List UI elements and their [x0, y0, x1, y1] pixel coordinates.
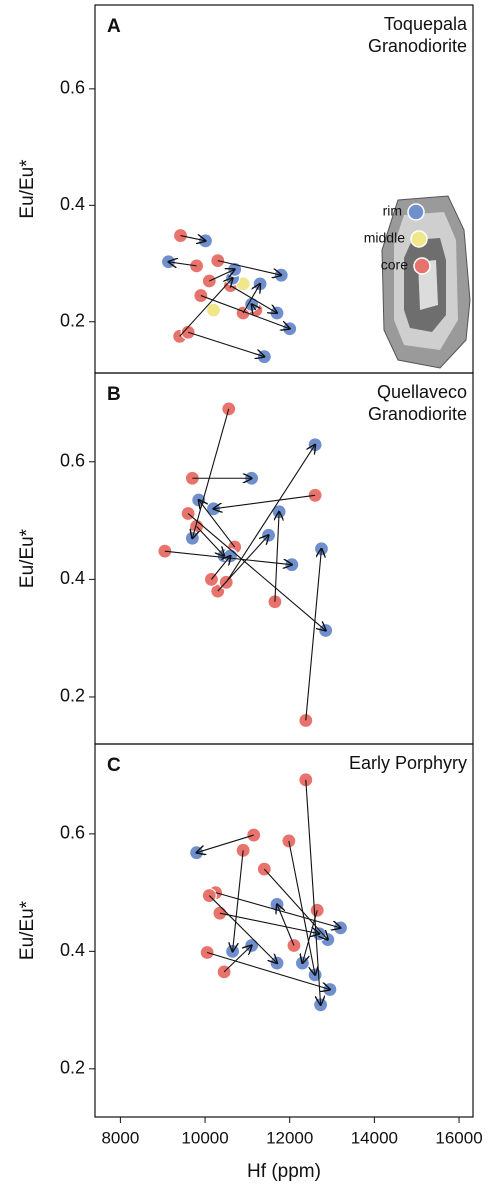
y-tick-label: 0.2	[60, 311, 85, 331]
y-tick-label: 0.6	[60, 823, 85, 843]
arrow	[192, 408, 230, 538]
legend-label: middle	[364, 230, 405, 246]
arrow	[179, 278, 233, 337]
y-axis-label: Eu/Eu*	[17, 900, 38, 960]
arrow	[223, 945, 252, 973]
y-tick-label: 0.6	[60, 78, 85, 98]
panel-label: C	[107, 755, 121, 776]
legend-label: core	[381, 257, 408, 273]
arrow	[199, 500, 236, 548]
legend-swatch	[413, 257, 431, 275]
arrow	[197, 834, 254, 853]
y-tick-label: 0.4	[60, 568, 85, 588]
arrow	[233, 850, 244, 951]
y-tick-label: 0.4	[60, 940, 85, 960]
arrow	[200, 295, 290, 329]
y-tick-label: 0.6	[60, 451, 85, 471]
arrow	[252, 304, 256, 310]
point	[246, 827, 262, 843]
zircon-image	[381, 195, 471, 369]
panel-label: B	[107, 384, 121, 405]
arrow	[196, 526, 225, 555]
arrow	[219, 912, 319, 934]
x-tick-label: 8000	[101, 1128, 139, 1147]
x-axis-label: Hf (ppm)	[247, 1161, 321, 1182]
panel-frame	[94, 743, 474, 1118]
legend-swatch	[407, 203, 425, 221]
arrow	[242, 284, 260, 314]
arrow	[168, 262, 197, 266]
x-tick-label: 10000	[181, 1128, 228, 1147]
legend-label: rim	[383, 203, 402, 219]
arrow	[230, 285, 277, 313]
arrow	[187, 331, 264, 356]
arrow	[277, 904, 295, 946]
arrow	[217, 260, 281, 276]
x-tick-label: 16000	[435, 1128, 482, 1147]
panel-title: Quellaveco Granodiorite	[367, 382, 467, 424]
arrow	[302, 910, 318, 963]
arrow	[288, 840, 315, 975]
panel-frame	[94, 372, 474, 745]
arrow	[275, 512, 279, 602]
arrow	[208, 895, 277, 964]
y-tick-label: 0.2	[60, 1058, 85, 1078]
point	[205, 302, 222, 318]
arrow	[209, 269, 234, 282]
panel-title: Toquepala Granodiorite	[367, 14, 467, 56]
legend-swatch	[410, 230, 428, 248]
panel-label: A	[107, 16, 121, 37]
panel-title: Early Porphyry	[348, 753, 467, 773]
y-tick-label: 0.4	[60, 194, 85, 214]
y-tick-label: 0.2	[60, 686, 85, 706]
arrow	[187, 513, 326, 631]
arrow	[180, 236, 206, 241]
arrow	[207, 952, 330, 990]
y-axis-label: Eu/Eu*	[17, 528, 38, 588]
y-axis-label: Eu/Eu*	[17, 159, 38, 219]
x-tick-label: 14000	[351, 1128, 398, 1147]
arrow	[214, 494, 316, 509]
arrow	[210, 556, 230, 580]
x-tick-label: 12000	[266, 1128, 313, 1147]
arrow	[305, 549, 322, 721]
arrow	[225, 445, 315, 583]
